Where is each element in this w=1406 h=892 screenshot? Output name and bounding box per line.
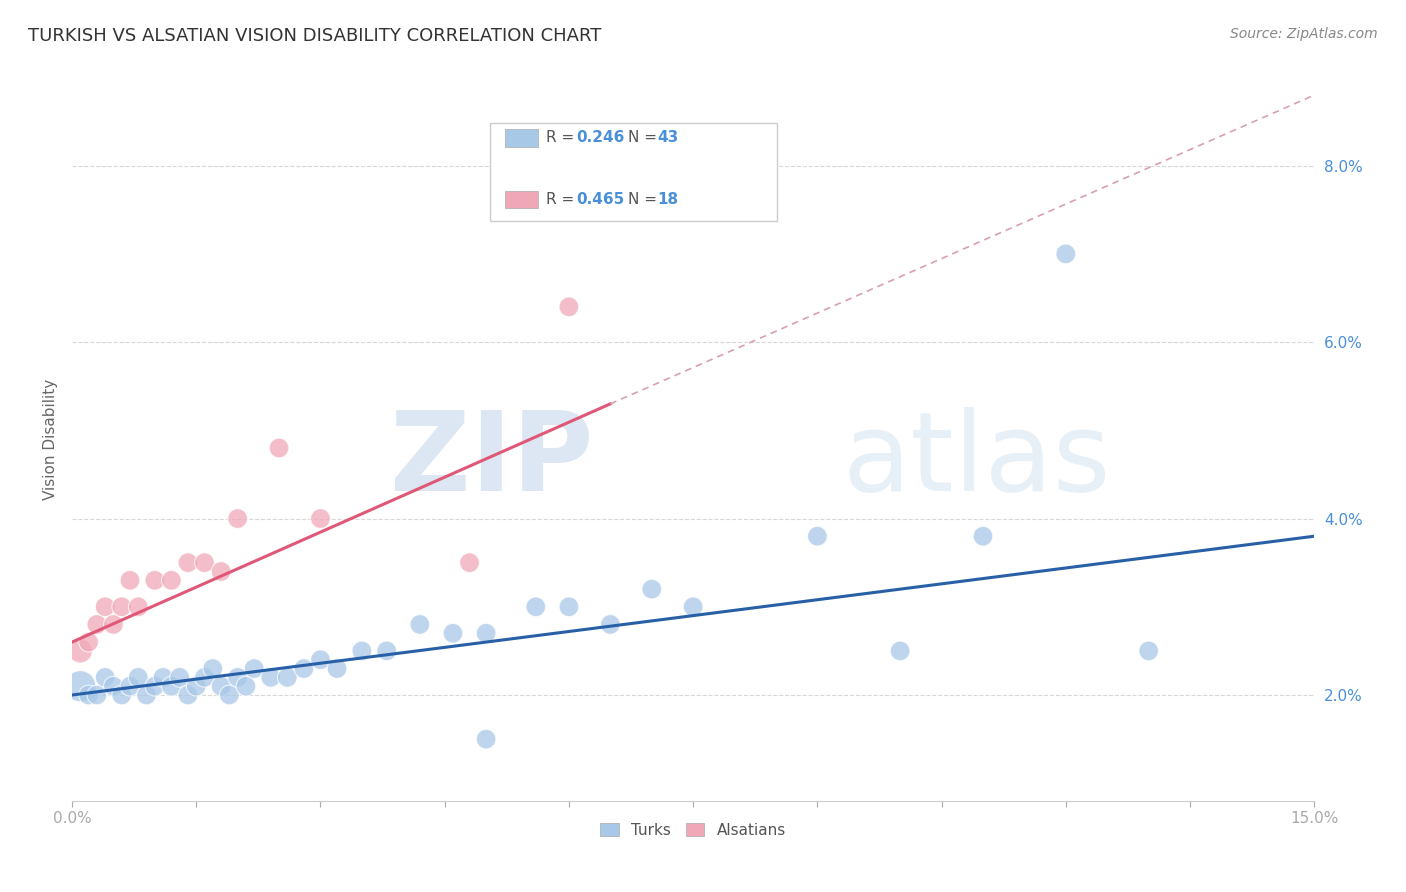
- Point: [350, 644, 373, 658]
- Point: [235, 679, 257, 693]
- Point: [972, 529, 994, 543]
- Point: [111, 688, 134, 702]
- Point: [309, 653, 332, 667]
- Text: N =: N =: [628, 130, 662, 145]
- Point: [118, 679, 141, 693]
- Point: [458, 556, 481, 570]
- Text: 0.465: 0.465: [576, 193, 626, 207]
- Point: [558, 300, 581, 314]
- Point: [177, 556, 200, 570]
- Text: Source: ZipAtlas.com: Source: ZipAtlas.com: [1230, 27, 1378, 41]
- Text: ZIP: ZIP: [391, 408, 593, 515]
- Point: [475, 626, 498, 640]
- Point: [152, 670, 174, 684]
- Point: [201, 661, 224, 675]
- Point: [1137, 644, 1160, 658]
- Point: [143, 574, 166, 588]
- Point: [641, 582, 664, 596]
- Point: [103, 617, 125, 632]
- Text: R =: R =: [546, 193, 579, 207]
- Text: atlas: atlas: [842, 408, 1111, 515]
- Point: [218, 688, 240, 702]
- Point: [186, 679, 208, 693]
- Legend: Turks, Alsatians: Turks, Alsatians: [595, 816, 792, 844]
- Point: [69, 679, 91, 693]
- Point: [209, 679, 232, 693]
- Point: [143, 679, 166, 693]
- Point: [441, 626, 464, 640]
- Point: [375, 644, 398, 658]
- Text: TURKISH VS ALSATIAN VISION DISABILITY CORRELATION CHART: TURKISH VS ALSATIAN VISION DISABILITY CO…: [28, 27, 602, 45]
- Point: [118, 574, 141, 588]
- Point: [409, 617, 432, 632]
- Text: N =: N =: [628, 193, 662, 207]
- Point: [276, 670, 298, 684]
- Point: [69, 644, 91, 658]
- Text: 18: 18: [658, 193, 679, 207]
- Point: [226, 670, 249, 684]
- Point: [309, 511, 332, 525]
- Point: [111, 599, 134, 614]
- Point: [193, 670, 215, 684]
- Point: [103, 679, 125, 693]
- Point: [682, 599, 704, 614]
- Point: [86, 617, 108, 632]
- Point: [94, 599, 117, 614]
- Point: [160, 679, 183, 693]
- Point: [127, 599, 149, 614]
- Point: [160, 574, 183, 588]
- Y-axis label: Vision Disability: Vision Disability: [44, 378, 58, 500]
- Point: [292, 661, 315, 675]
- Point: [177, 688, 200, 702]
- Point: [889, 644, 911, 658]
- Point: [226, 511, 249, 525]
- Point: [326, 661, 349, 675]
- Point: [77, 688, 100, 702]
- Text: 0.246: 0.246: [576, 130, 626, 145]
- Point: [243, 661, 266, 675]
- Text: 43: 43: [658, 130, 679, 145]
- Text: R =: R =: [546, 130, 579, 145]
- Point: [475, 732, 498, 747]
- Point: [94, 670, 117, 684]
- Point: [169, 670, 191, 684]
- Point: [1054, 247, 1077, 261]
- Point: [209, 565, 232, 579]
- Point: [524, 599, 547, 614]
- Point: [77, 635, 100, 649]
- Point: [127, 670, 149, 684]
- Point: [86, 688, 108, 702]
- Point: [806, 529, 828, 543]
- Point: [558, 599, 581, 614]
- Point: [260, 670, 283, 684]
- Point: [267, 441, 290, 455]
- Point: [193, 556, 215, 570]
- Point: [135, 688, 157, 702]
- Point: [599, 617, 621, 632]
